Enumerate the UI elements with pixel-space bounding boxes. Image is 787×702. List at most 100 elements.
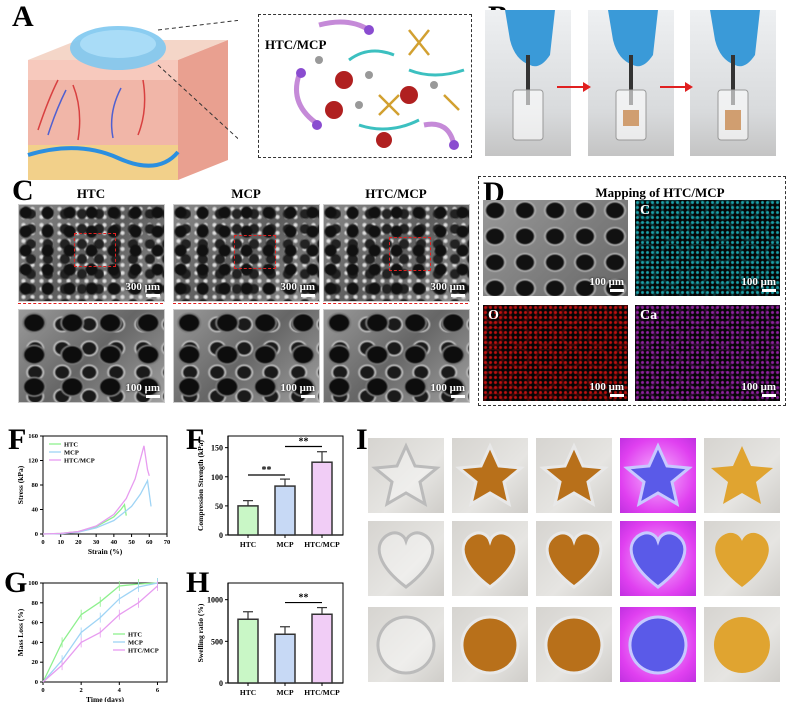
- molded-hydrogel-circle-filled-mold: [452, 607, 528, 682]
- zoom-region-box: [234, 235, 276, 269]
- arrow-head: [685, 82, 693, 92]
- significance-label: **: [262, 465, 272, 476]
- molded-hydrogel-circle-empty-mold: [368, 607, 444, 682]
- scale-bar: 100 μm: [741, 276, 776, 292]
- y-axis-label: Mass Loss (%): [16, 608, 25, 656]
- header-mcp: MCP: [231, 186, 261, 201]
- panel-label-i: I: [356, 423, 368, 456]
- panel-label-g: G: [4, 566, 28, 599]
- legend-label: HTC/MCP: [128, 648, 159, 655]
- circle-icon: [628, 615, 688, 675]
- skin-wound-illustration: [27, 20, 238, 180]
- heart-icon: [629, 531, 687, 589]
- bar-htc: [237, 618, 259, 684]
- y-tick-label: 80: [32, 482, 39, 489]
- injection-photo: [588, 10, 674, 156]
- mapping-box: [478, 176, 786, 406]
- molded-hydrogel-star-filled-mold: [536, 438, 612, 513]
- significance-label: **: [299, 436, 309, 447]
- y-tick-label: 100: [211, 473, 223, 482]
- molded-hydrogel-heart-filled-mold: [452, 521, 528, 596]
- scale-bar: 100 μm: [589, 276, 624, 292]
- y-tick-label: 120: [28, 458, 38, 465]
- y-tick-label: 0: [35, 531, 38, 538]
- scale-bar-label: 300 μm: [280, 281, 315, 293]
- y-tick-label: 500: [211, 637, 223, 646]
- x-tick-label: 20: [75, 539, 82, 546]
- y-axis-label: Stress (kPa): [16, 465, 25, 504]
- panel-label-f-compression: F: [186, 423, 205, 456]
- element-map-sem: 100 μm: [483, 200, 628, 296]
- molded-hydrogel-star-demolded: [704, 438, 780, 513]
- bar-mcp: [274, 633, 296, 684]
- x-tick-label: HTC/MCP: [304, 540, 340, 549]
- injection-photo: [485, 10, 571, 156]
- plot-frame: [227, 582, 344, 684]
- zoom-guide-line: [18, 303, 163, 305]
- y-tick-label: 100: [28, 580, 38, 587]
- x-tick-label: 0: [41, 539, 44, 546]
- significance-label: **: [299, 593, 309, 604]
- scale-bar-label: 100 μm: [280, 382, 315, 394]
- x-tick-label: 70: [164, 539, 171, 546]
- star-icon: [455, 442, 525, 508]
- scale-bar: 100 μm: [125, 382, 160, 398]
- star-icon: [623, 442, 693, 508]
- header-htc: HTC: [76, 186, 106, 201]
- y-axis-label: Swelling ratio (%): [196, 603, 205, 662]
- glove-icon: [505, 10, 555, 67]
- scale-bar: 300 μm: [125, 281, 160, 297]
- x-tick-label: HTC/MCP: [304, 688, 340, 697]
- scale-bar-label: 300 μm: [430, 281, 465, 293]
- series-line-htc: [42, 502, 127, 535]
- x-tick-label: 0: [41, 687, 44, 694]
- scale-bar-label: 100 μm: [589, 276, 624, 288]
- x-tick-label: 6: [156, 687, 160, 694]
- scale-bar: 100 μm: [430, 382, 465, 398]
- molded-hydrogel-circle-uv-light: [620, 607, 696, 682]
- molded-hydrogel-star-filled-mold: [452, 438, 528, 513]
- molded-hydrogel-heart-empty-mold: [368, 521, 444, 596]
- series-line-htc: [42, 582, 158, 683]
- y-tick-label: 0: [219, 679, 223, 688]
- bar-mcp: [274, 485, 296, 536]
- y-tick-label: 40: [32, 639, 39, 646]
- sem-image-mcp-low-mag: 300 μm: [173, 204, 320, 302]
- zoom-guide-line: [323, 303, 468, 305]
- zoom-region-box: [74, 233, 116, 267]
- heart-icon: [715, 532, 769, 587]
- element-map-c: C 100 μm: [635, 200, 780, 296]
- plot-frame: [42, 582, 168, 683]
- x-tick-label: 60: [146, 539, 153, 546]
- x-tick-label: MCP: [276, 688, 293, 697]
- y-tick-label: 150: [211, 444, 223, 453]
- legend-label: MCP: [128, 640, 143, 647]
- hydrogel-inset: HTC/MCP: [258, 14, 472, 158]
- molded-hydrogel-heart-uv-light: [620, 521, 696, 596]
- circle-icon: [713, 617, 770, 673]
- x-axis-label: Strain (%): [88, 547, 123, 556]
- y-tick-label: 1000: [207, 596, 223, 605]
- series-line-mcp: [42, 478, 152, 535]
- y-tick-label: 50: [215, 502, 223, 511]
- molded-hydrogel-circle-filled-mold: [536, 607, 612, 682]
- scale-bar-label: 100 μm: [589, 381, 624, 393]
- header-htc-mcp: HTC/MCP: [365, 186, 427, 201]
- glove-icon: [608, 10, 658, 67]
- star-icon: [539, 442, 609, 508]
- element-label: Ca: [640, 308, 658, 323]
- bar-htc: [237, 505, 259, 536]
- circle-icon: [544, 615, 604, 675]
- legend-label: HTC/MCP: [64, 458, 95, 465]
- heart-icon: [377, 531, 435, 589]
- circle-icon: [460, 615, 520, 675]
- panel-label-c: C: [12, 174, 34, 207]
- molded-hydrogel-circle-demolded: [704, 607, 780, 682]
- molded-hydrogel-star-uv-light: [620, 438, 696, 513]
- y-tick-label: 60: [32, 620, 39, 627]
- y-tick-label: 40: [32, 507, 39, 514]
- y-tick-label: 160: [28, 433, 38, 440]
- x-tick-label: 30: [93, 539, 100, 546]
- red-arrow-icon: [557, 86, 583, 88]
